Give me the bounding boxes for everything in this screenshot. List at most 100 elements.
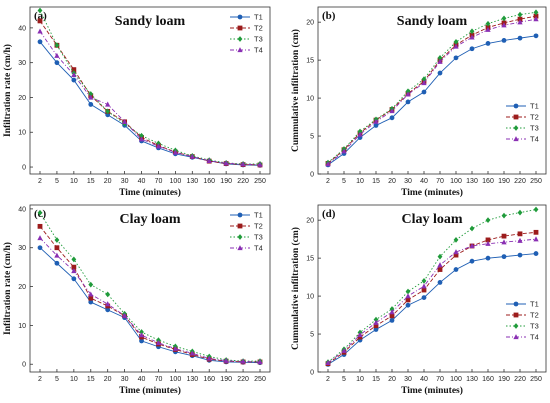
- x-tick-label: 70: [436, 178, 444, 185]
- legend-label: T1: [530, 300, 539, 309]
- series-line: [39, 247, 261, 364]
- legend-label: T4: [254, 244, 263, 253]
- series-t1: [325, 33, 539, 168]
- data-point: [517, 19, 523, 25]
- data-point: [88, 291, 94, 297]
- data-point: [71, 67, 77, 73]
- x-tick-label: 190: [220, 376, 232, 383]
- data-point: [389, 317, 395, 323]
- legend-marker: [513, 125, 519, 131]
- data-point: [88, 281, 94, 288]
- legend-label: T2: [254, 222, 263, 231]
- data-point: [453, 55, 459, 61]
- x-axis-title: Time (minutes): [401, 187, 463, 198]
- plot-frame: [317, 204, 547, 373]
- data-point: [453, 249, 459, 255]
- data-point: [421, 278, 427, 284]
- legend: T1 T2 T3 T4: [506, 102, 539, 144]
- x-tick-label: 20: [104, 376, 112, 383]
- legend-marker: [237, 36, 243, 42]
- x-tick-label: 220: [237, 376, 249, 383]
- series-t1: [37, 39, 263, 168]
- x-tick-label: 15: [87, 376, 95, 383]
- data-point: [257, 161, 263, 167]
- data-point: [172, 149, 179, 155]
- data-point: [485, 26, 491, 32]
- x-tick-label: 10: [70, 376, 78, 383]
- series-line: [327, 18, 537, 165]
- series-t4: [37, 28, 263, 167]
- y-tick-label: 10: [18, 130, 26, 137]
- data-point: [88, 102, 94, 107]
- data-point: [485, 217, 491, 224]
- x-tick-label: 40: [138, 376, 146, 383]
- legend-marker: [513, 114, 519, 120]
- data-point: [71, 268, 77, 274]
- data-point: [517, 231, 523, 237]
- legend-marker: [237, 245, 243, 251]
- legend-label: T1: [254, 211, 263, 220]
- legend-marker: [237, 25, 243, 31]
- legend-label: T4: [530, 333, 539, 342]
- data-point: [373, 118, 379, 124]
- x-tick-label: 70: [155, 376, 163, 383]
- data-point: [357, 131, 363, 137]
- legend-marker: [237, 223, 243, 229]
- y-tick-label: 5: [310, 133, 314, 140]
- data-point: [121, 118, 128, 124]
- series-line: [327, 253, 537, 365]
- data-point: [469, 34, 475, 40]
- data-point: [485, 255, 491, 261]
- data-point: [437, 54, 443, 61]
- data-point: [54, 245, 60, 251]
- legend-marker: [237, 212, 243, 218]
- legend-label: T3: [254, 35, 263, 44]
- legend-marker: [237, 234, 243, 240]
- x-tick-label: 130: [466, 376, 478, 383]
- x-tick-label: 250: [254, 178, 266, 185]
- x-tick-label: 130: [466, 178, 478, 185]
- data-point: [405, 297, 411, 303]
- data-point: [257, 359, 263, 365]
- data-point: [88, 295, 94, 301]
- x-tick-label: 10: [356, 376, 364, 383]
- data-point: [469, 46, 475, 52]
- data-point: [37, 235, 43, 241]
- x-tick-label: 15: [372, 178, 380, 185]
- data-point: [37, 223, 43, 229]
- x-tick-label: 2: [38, 376, 42, 383]
- data-point: [121, 312, 128, 318]
- data-point: [357, 331, 363, 337]
- legend-marker: [513, 323, 519, 329]
- x-tick-label: 30: [404, 178, 412, 185]
- data-point: [341, 148, 347, 154]
- data-point: [485, 20, 491, 27]
- data-point: [453, 43, 459, 49]
- data-point: [138, 332, 145, 338]
- data-point: [357, 128, 363, 135]
- data-point: [172, 345, 179, 351]
- data-point: [517, 252, 523, 258]
- data-point: [373, 323, 379, 329]
- data-point: [138, 136, 145, 142]
- panel-letter: (d): [322, 208, 336, 220]
- data-point: [533, 236, 539, 242]
- series-line: [39, 41, 261, 166]
- data-point: [325, 360, 331, 366]
- data-point: [421, 80, 427, 86]
- x-tick-label: 250: [530, 178, 542, 185]
- data-point: [517, 16, 523, 22]
- data-point: [37, 245, 43, 251]
- data-point: [453, 267, 459, 272]
- x-tick-label: 220: [514, 376, 526, 383]
- y-axis-title: Cummulative infiltration (cm): [290, 227, 301, 350]
- data-point: [389, 115, 395, 121]
- x-axis-title: Time (minutes): [119, 187, 181, 198]
- panel-title: Clay loam: [119, 212, 180, 227]
- data-point: [437, 262, 443, 268]
- data-point: [54, 60, 60, 66]
- series-t2: [37, 18, 263, 168]
- y-axis-title: Infiltration rate (cm/h): [2, 242, 13, 335]
- data-point: [373, 123, 379, 128]
- y-tick-label: 40: [18, 206, 26, 213]
